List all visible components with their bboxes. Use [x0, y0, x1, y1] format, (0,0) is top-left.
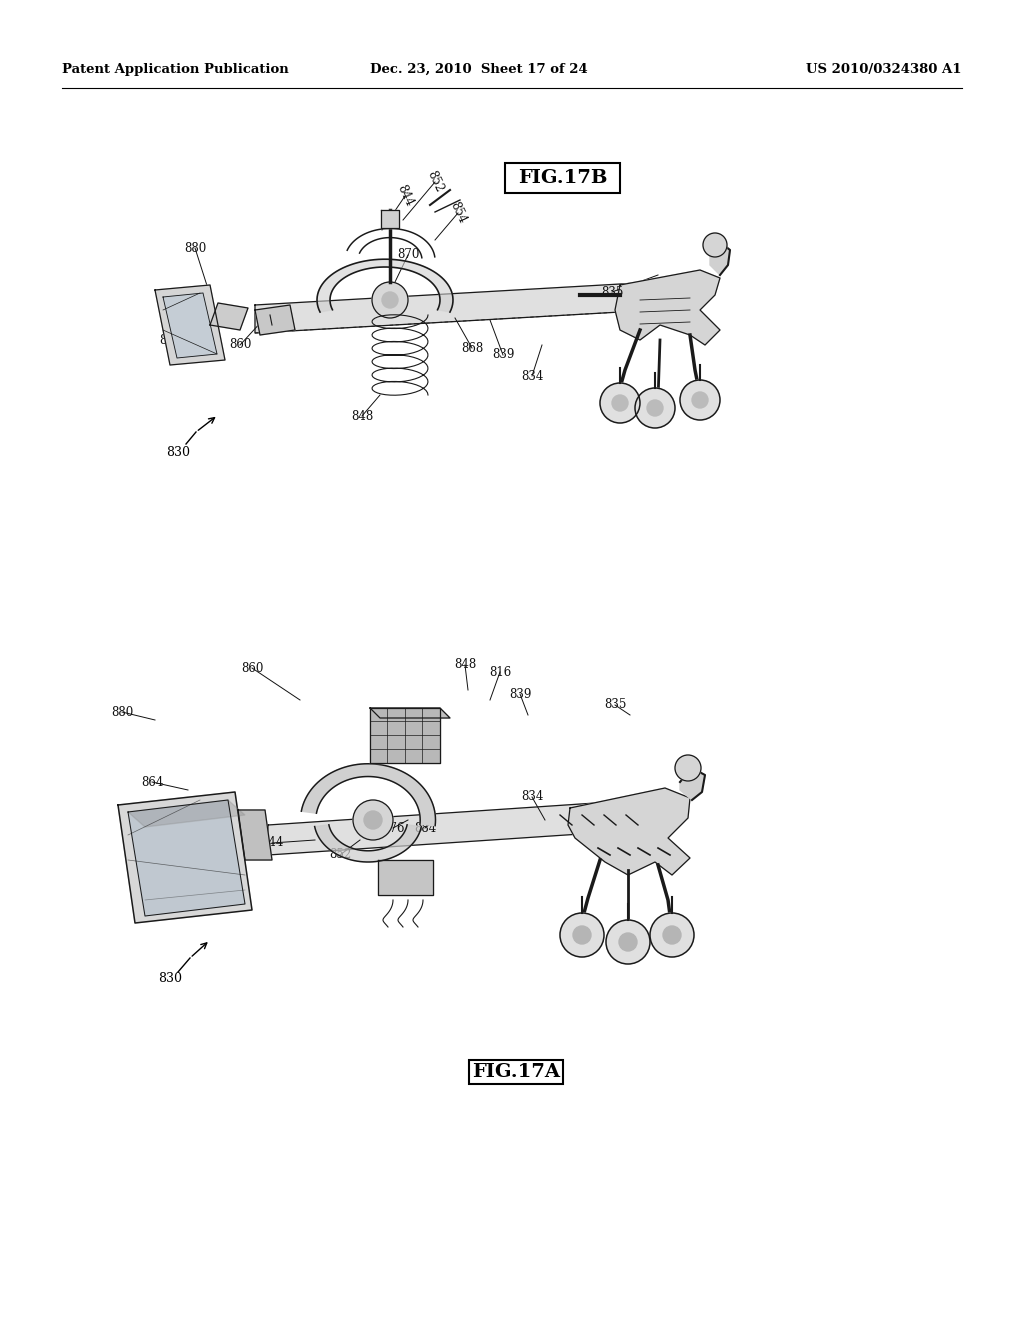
- Circle shape: [560, 913, 604, 957]
- Text: 844: 844: [394, 183, 416, 209]
- Text: 880: 880: [111, 705, 133, 718]
- Polygon shape: [301, 764, 435, 825]
- Text: 816: 816: [488, 665, 511, 678]
- Circle shape: [650, 913, 694, 957]
- Text: 848: 848: [454, 659, 476, 672]
- FancyBboxPatch shape: [505, 162, 620, 193]
- Polygon shape: [378, 861, 433, 895]
- Polygon shape: [155, 285, 225, 366]
- Text: 835: 835: [604, 698, 627, 711]
- Text: FIG.17A: FIG.17A: [472, 1063, 560, 1081]
- Polygon shape: [163, 293, 217, 358]
- Circle shape: [647, 400, 663, 416]
- Circle shape: [382, 292, 398, 308]
- Polygon shape: [710, 242, 730, 275]
- Circle shape: [353, 800, 393, 840]
- Circle shape: [364, 810, 382, 829]
- Circle shape: [573, 927, 591, 944]
- Circle shape: [675, 755, 701, 781]
- Text: 852: 852: [424, 169, 445, 195]
- Text: 864: 864: [141, 776, 163, 788]
- Text: 864: 864: [159, 334, 181, 346]
- Polygon shape: [381, 210, 399, 228]
- Polygon shape: [680, 768, 705, 800]
- Polygon shape: [255, 305, 295, 335]
- Polygon shape: [568, 788, 690, 875]
- Text: 852: 852: [329, 849, 351, 862]
- Text: 834: 834: [521, 791, 543, 804]
- Polygon shape: [314, 825, 421, 862]
- Text: 830: 830: [158, 972, 182, 985]
- Circle shape: [612, 395, 628, 411]
- Text: 839: 839: [492, 348, 514, 362]
- Text: 868: 868: [461, 342, 483, 355]
- Polygon shape: [370, 708, 450, 718]
- Text: 860: 860: [228, 338, 251, 351]
- Polygon shape: [118, 792, 252, 923]
- Circle shape: [372, 282, 408, 318]
- Text: 576: 576: [382, 821, 404, 834]
- Text: 884: 884: [414, 821, 436, 834]
- Circle shape: [692, 392, 708, 408]
- Text: 870: 870: [397, 248, 419, 261]
- Circle shape: [635, 388, 675, 428]
- Text: Dec. 23, 2010  Sheet 17 of 24: Dec. 23, 2010 Sheet 17 of 24: [370, 63, 588, 77]
- Polygon shape: [238, 810, 272, 861]
- Text: 854: 854: [447, 201, 469, 226]
- Polygon shape: [255, 280, 690, 333]
- Circle shape: [680, 380, 720, 420]
- Text: 830: 830: [166, 446, 190, 458]
- Text: 848: 848: [351, 409, 373, 422]
- Polygon shape: [615, 271, 720, 345]
- Text: 835: 835: [601, 285, 624, 298]
- Circle shape: [663, 927, 681, 944]
- Text: 839: 839: [509, 688, 531, 701]
- Polygon shape: [210, 304, 248, 330]
- Circle shape: [703, 234, 727, 257]
- Text: 834: 834: [521, 370, 543, 383]
- Polygon shape: [268, 799, 670, 855]
- Text: 880: 880: [184, 242, 206, 255]
- Text: 844: 844: [261, 837, 284, 850]
- Polygon shape: [317, 259, 453, 312]
- Text: Patent Application Publication: Patent Application Publication: [62, 63, 289, 77]
- Polygon shape: [370, 708, 440, 763]
- Polygon shape: [128, 800, 245, 916]
- Circle shape: [618, 933, 637, 950]
- Text: FIG.17B: FIG.17B: [518, 169, 607, 187]
- Circle shape: [600, 383, 640, 422]
- Text: US 2010/0324380 A1: US 2010/0324380 A1: [807, 63, 962, 77]
- Circle shape: [606, 920, 650, 964]
- Polygon shape: [128, 800, 245, 828]
- Text: 860: 860: [241, 661, 263, 675]
